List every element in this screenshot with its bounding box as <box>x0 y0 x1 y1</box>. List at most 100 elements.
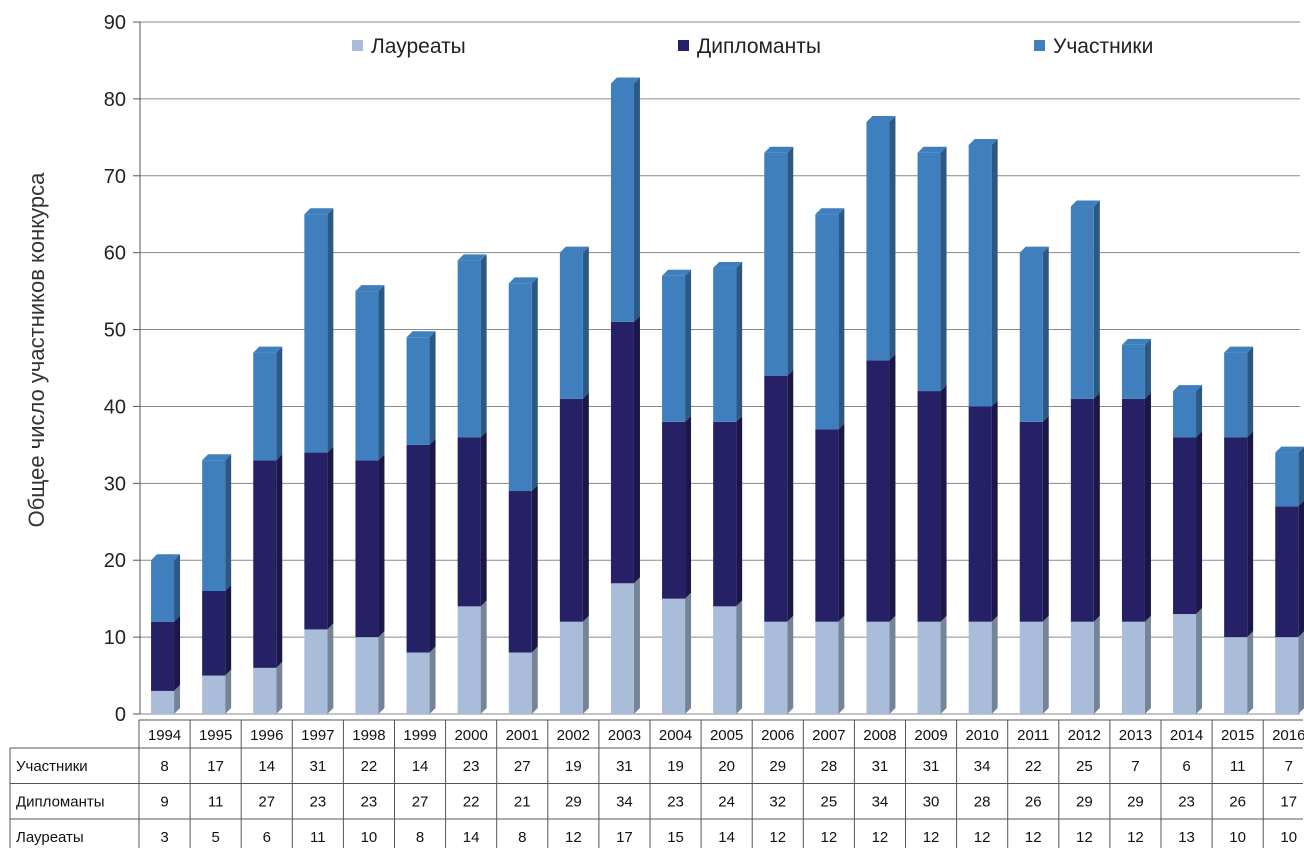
table-header-year: 2004 <box>659 727 692 744</box>
bar-segment-side <box>736 600 743 714</box>
bar-segment <box>559 398 583 622</box>
bar-stack <box>559 246 589 714</box>
y-tick-label: 60 <box>104 243 126 265</box>
bar-top-face <box>610 77 640 84</box>
table-cell-value: 20 <box>718 758 735 775</box>
bar-segment-side <box>1196 608 1203 714</box>
table-header-year: 2015 <box>1221 727 1254 744</box>
bar-top-face <box>968 139 998 146</box>
bar-segment <box>1224 637 1248 714</box>
table-cell-value: 25 <box>821 793 838 810</box>
table-cell-value: 12 <box>769 829 786 846</box>
bar-stack <box>1121 338 1151 714</box>
bar-segment <box>508 491 532 653</box>
bar-stack <box>1019 246 1049 714</box>
bar-segment <box>457 260 481 438</box>
table-cell-value: 21 <box>514 793 531 810</box>
bar-stack <box>355 285 385 714</box>
bar-segment-side <box>1247 631 1254 714</box>
legend-label: Лауреаты <box>371 35 466 58</box>
bar-top-face <box>917 146 947 153</box>
bar-segment-side <box>1144 338 1151 399</box>
bar-segment <box>406 652 430 714</box>
table-cell-value: 11 <box>310 829 326 846</box>
table-header-year: 1998 <box>352 727 385 744</box>
bar-segment-side <box>1298 631 1304 714</box>
bar-stack <box>610 77 640 714</box>
table-cell-value: 10 <box>361 829 378 846</box>
bar-segment-side <box>378 454 385 638</box>
bar-segment <box>1121 621 1145 714</box>
bar-top-face <box>508 277 538 284</box>
bar-segment <box>610 321 634 584</box>
bar-segment <box>406 444 430 653</box>
bar-top-face <box>1275 446 1304 453</box>
bar-segment-side <box>327 208 334 453</box>
y-tick-label: 20 <box>104 550 126 572</box>
table-cell-value: 12 <box>1076 829 1093 846</box>
bar-segment <box>202 675 226 714</box>
table-header-year: 2006 <box>761 727 794 744</box>
bar-segment <box>1070 621 1094 714</box>
bar-segment <box>559 621 583 714</box>
bar-segment-side <box>1093 615 1100 714</box>
table-header-year: 2014 <box>1170 727 1203 744</box>
bar-stack <box>866 115 896 714</box>
bar-segment-side <box>940 615 947 714</box>
bar-segment <box>1019 421 1043 622</box>
bar-segment <box>968 145 992 407</box>
bar-segment-side <box>276 454 283 668</box>
table-cell-value: 29 <box>769 758 786 775</box>
bar-segment-side <box>480 600 487 714</box>
bar-stack <box>508 277 538 714</box>
table-cell-value: 14 <box>718 829 735 846</box>
bar-segment-side <box>225 669 232 714</box>
table-cell-value: 23 <box>1178 793 1195 810</box>
bar-stack <box>304 208 334 714</box>
bar-segment <box>815 214 839 430</box>
table-cell-value: 12 <box>1127 829 1144 846</box>
bar-segment <box>713 606 737 714</box>
bar-segment <box>1121 344 1145 399</box>
table-cell-value: 12 <box>1025 829 1042 846</box>
bar-segment-side <box>327 446 334 630</box>
bar-top-face <box>559 246 589 253</box>
table-row-label: Участники <box>16 758 88 775</box>
bar-segment <box>202 590 226 676</box>
table-cell-value: 31 <box>872 758 889 775</box>
bar-segment <box>713 421 737 607</box>
legend-label: Участники <box>1053 35 1153 58</box>
bar-segment <box>559 252 583 399</box>
bar-segment <box>866 121 890 361</box>
table-cell-value: 23 <box>361 793 378 810</box>
table-cell-value: 19 <box>565 758 582 775</box>
bar-top-face <box>304 208 334 215</box>
table-header-year: 1996 <box>250 727 283 744</box>
bar-segment-side <box>531 485 538 653</box>
bar-segment <box>917 391 941 622</box>
bar-segment <box>202 460 226 591</box>
bar-segment <box>1019 621 1043 714</box>
bar-segment <box>1070 398 1094 622</box>
bar-segment <box>764 621 788 714</box>
table-cell-value: 6 <box>1182 758 1190 775</box>
y-tick-label: 70 <box>104 166 126 188</box>
axes: 0 10 20 30 40 50 60 70 80 90 <box>104 12 141 726</box>
bar-top-face <box>202 454 232 461</box>
table-cell-value: 34 <box>974 758 991 775</box>
bar-segment <box>457 606 481 714</box>
legend-swatch <box>1034 40 1045 51</box>
bar-top-face <box>406 331 436 338</box>
table-header-year: 2011 <box>1017 727 1049 744</box>
bar-segment-side <box>991 400 998 622</box>
bar-segment-side <box>1042 615 1049 714</box>
bar-stack <box>457 254 487 714</box>
bar-segment-side <box>787 146 794 376</box>
bar-segment-side <box>174 615 181 691</box>
bar-stack <box>406 331 436 714</box>
bars <box>151 77 1304 714</box>
bar-segment-side <box>736 415 743 607</box>
bar-top-face <box>662 269 692 276</box>
bar-segment <box>304 452 328 630</box>
